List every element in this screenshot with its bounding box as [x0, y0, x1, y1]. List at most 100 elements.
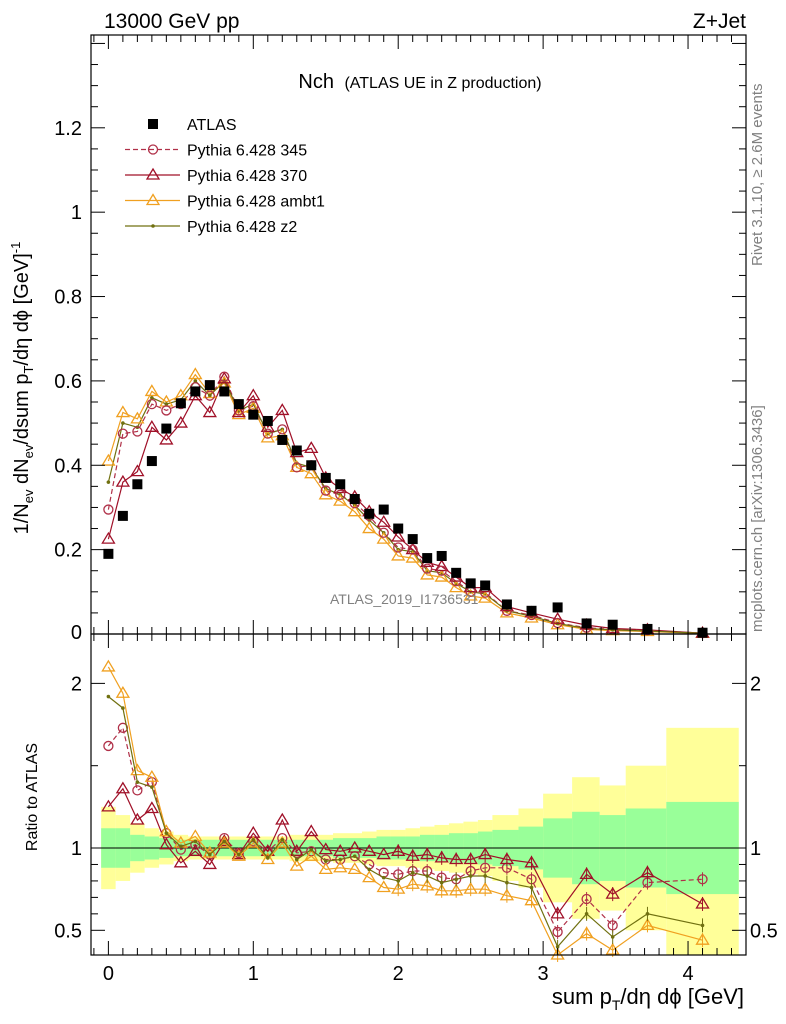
legend-label: Pythia 6.428 z2 — [187, 219, 297, 236]
ratio-panel-frame — [90, 633, 747, 956]
ratio-point — [289, 844, 304, 856]
ratio-point — [439, 880, 444, 885]
ratio-line — [107, 666, 703, 956]
legend-marker — [151, 224, 155, 228]
ratio-point — [550, 947, 565, 960]
data-point — [407, 534, 418, 545]
ratio-series — [106, 694, 705, 954]
data-point — [436, 550, 447, 561]
data-point — [465, 578, 476, 589]
legend-entry: Pythia 6.428 z2 — [125, 219, 297, 236]
legend-marker — [147, 144, 159, 155]
ratio-point — [318, 862, 333, 875]
data-point — [246, 388, 261, 401]
data-point — [173, 415, 188, 428]
ratio-point — [695, 896, 710, 909]
ratio-point — [237, 852, 241, 857]
legend-entry: Pythia 6.428 345 — [125, 143, 307, 160]
ratio-point — [381, 875, 386, 880]
data-point — [217, 371, 232, 384]
data-point — [451, 567, 462, 578]
ratio-point — [101, 659, 116, 672]
legend: ATLAS Pythia 6.428 345 Pythia 6.428 370 Pyt… — [125, 117, 325, 236]
y-tick-label-bottom-right: 1 — [750, 838, 761, 860]
ratio-point — [115, 781, 131, 794]
ratio-point — [304, 848, 319, 861]
ratio-point — [391, 844, 406, 856]
ratio-point — [499, 888, 515, 901]
title-main: Nch — [298, 71, 334, 93]
ratio-point — [640, 918, 655, 931]
data-point — [204, 390, 215, 401]
legend-label: ATLAS — [187, 117, 237, 134]
ratio-point — [605, 886, 620, 899]
ratio-point — [454, 877, 458, 882]
ratio-point — [579, 867, 594, 879]
ratio-point — [610, 935, 615, 939]
data-point — [304, 441, 319, 454]
ratio-point — [231, 848, 246, 861]
ratio-point — [101, 799, 116, 812]
ratio-point — [499, 852, 515, 865]
ratio-point — [135, 780, 140, 784]
ratio-point — [405, 848, 420, 861]
ratio-point — [260, 852, 275, 865]
data-point — [480, 580, 491, 591]
ratio-point — [552, 926, 563, 938]
data-point — [219, 386, 230, 397]
data-point — [306, 460, 317, 471]
ratio-point — [280, 837, 285, 842]
data-point — [526, 605, 537, 616]
series-pythia-6-428-370 — [107, 377, 703, 634]
ratio-point — [524, 855, 539, 868]
data-point — [144, 420, 160, 432]
y-tick-label-top: 1 — [71, 202, 82, 224]
ratio-point — [144, 801, 160, 814]
data-point — [144, 384, 160, 397]
ratio-point — [420, 847, 435, 860]
data-point — [106, 480, 111, 484]
data-point — [115, 474, 131, 487]
data-point — [231, 405, 246, 418]
ratio-point — [193, 839, 198, 844]
ratio-point — [115, 685, 131, 698]
y-tick-label-top: 1.2 — [54, 118, 82, 140]
rivet-label: Rivet 3.1.10, ≥ 2.6M events — [749, 84, 766, 267]
data-point — [117, 428, 129, 439]
series-line — [107, 377, 703, 634]
legend-label: Pythia 6.428 ambt1 — [187, 194, 325, 211]
data-point — [391, 548, 406, 561]
data-point — [393, 523, 404, 534]
ratio-point — [246, 825, 261, 838]
legend-entry: ATLAS — [148, 117, 237, 134]
data-point — [364, 508, 375, 519]
data-point — [376, 514, 391, 527]
y-tick-label-bottom: 2 — [71, 673, 82, 695]
data-point — [407, 544, 418, 555]
axes-frames: 0 1 2 3 4 0.2 0.4 0.6 0.8 1 1.2 0 0.5 0.5 1 1 2 2 — [54, 34, 778, 985]
ratio-point — [144, 769, 160, 782]
ratio-point — [338, 857, 343, 862]
data-point — [188, 367, 203, 380]
y-tick-label-top: 0.8 — [54, 287, 82, 309]
ratio-point — [333, 860, 348, 873]
ratio-point — [347, 862, 362, 875]
ratio-point — [130, 812, 145, 825]
data-point — [347, 504, 362, 517]
ratio-point — [251, 837, 256, 842]
ratio-point — [103, 740, 114, 752]
y-tick-label-top: 0 — [71, 622, 82, 644]
data-point — [550, 611, 565, 624]
data-point — [642, 623, 653, 634]
ratio-point — [362, 870, 377, 883]
ratio-point — [188, 844, 203, 856]
ratio-point — [347, 840, 362, 853]
legend-marker — [148, 119, 158, 129]
x-tick-label: 3 — [538, 963, 549, 985]
y-axis-label-top: 1/Nev dNev/dsum pT/dη dϕ [GeV]-1 — [8, 242, 36, 535]
ratio-line — [107, 787, 703, 915]
plot-title: Nch (ATLAS UE in Z production) — [298, 71, 541, 93]
data-point — [262, 428, 273, 439]
data-point — [193, 379, 198, 383]
